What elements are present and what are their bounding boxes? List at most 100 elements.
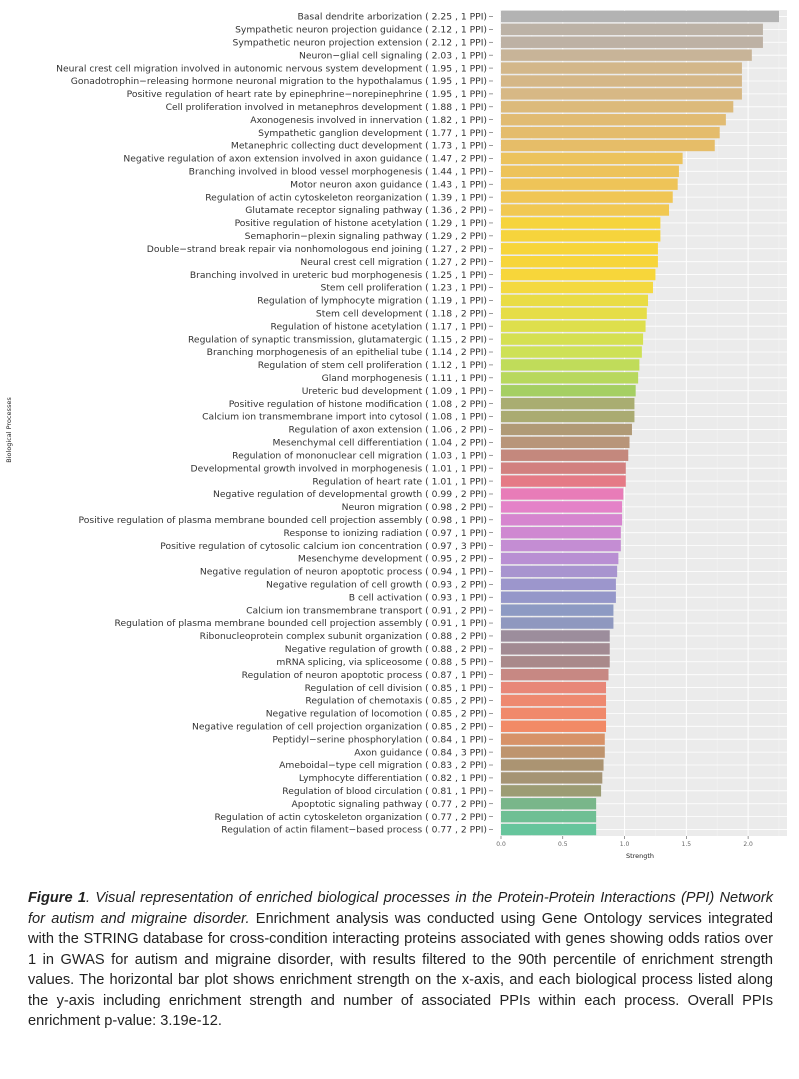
bar (501, 139, 715, 152)
y-axis-label: Biological Processes (5, 397, 13, 463)
category-label: Gland morphogenesis ( 1.11 , 1 PPI) (322, 373, 487, 384)
category-label: Calcium ion transmembrane transport ( 0.… (246, 605, 487, 616)
bar (501, 514, 623, 526)
bar (501, 552, 619, 565)
bar (501, 333, 644, 345)
category-label: Regulation of stem cell proliferation ( … (258, 360, 487, 371)
category-label: Negative regulation of cell growth ( 0.9… (266, 580, 487, 591)
category-label: Axon guidance ( 0.84 , 3 PPI) (354, 747, 487, 758)
bar (501, 578, 616, 591)
bar (501, 694, 607, 707)
category-label: Glutamate receptor signaling pathway ( 1… (245, 205, 487, 216)
category-label: Branching morphogenesis of an epithelial… (207, 347, 487, 358)
category-label: Regulation of mononuclear cell migration… (232, 450, 487, 461)
category-label: Regulation of cell division ( 0.85 , 1 P… (305, 683, 487, 694)
caption-label: Figure 1 (28, 890, 86, 906)
bar (501, 823, 597, 836)
bar (501, 668, 609, 681)
category-labels: Basal dendrite arborization ( 2.25 , 1 P… (56, 12, 493, 836)
category-label: Calcium ion transmembrane import into cy… (202, 412, 487, 423)
bar (501, 62, 742, 74)
bar (501, 243, 658, 255)
category-label: Basal dendrite arborization ( 2.25 , 1 P… (298, 12, 488, 23)
category-label: Negative regulation of axon extension in… (123, 154, 487, 165)
x-axis-label: Strength (626, 852, 654, 860)
category-label: Mesenchymal cell differentiation ( 1.04 … (272, 438, 487, 449)
category-label: Positive regulation of cytosolic calcium… (160, 541, 487, 552)
category-label: Semaphorin−plexin signaling pathway ( 1.… (245, 231, 487, 242)
bar (501, 126, 720, 139)
category-label: Regulation of actin cytoskeleton organiz… (214, 812, 487, 823)
bar (501, 178, 678, 190)
category-label: Branching involved in ureteric bud morph… (190, 270, 487, 281)
category-label: Positive regulation of histone modificat… (229, 399, 487, 410)
bar (501, 681, 607, 694)
bar (501, 359, 640, 371)
bar (501, 410, 635, 423)
category-label: Regulation of plasma membrane bounded ce… (114, 618, 487, 629)
bar (501, 397, 635, 410)
figure-caption: Figure 1. Visual representation of enric… (28, 888, 773, 1032)
x-tick-label: 0.0 (496, 841, 506, 848)
caption-title: . Visual representation of enriched biol… (28, 890, 773, 927)
category-label: Developmental growth involved in morphog… (191, 463, 487, 474)
category-label: Regulation of histone acetylation ( 1.17… (271, 321, 487, 332)
bar (501, 746, 605, 758)
bar (501, 204, 670, 216)
category-label: Axonogenesis involved in innervation ( 1… (250, 115, 487, 126)
bar (501, 372, 639, 384)
enrichment-bar-chart: Basal dendrite arborization ( 2.25 , 1 P… (5, 10, 787, 860)
category-label: Sympathetic ganglion development ( 1.77 … (258, 128, 487, 139)
bar (501, 423, 632, 436)
category-label: Neural crest cell migration ( 1.27 , 2 P… (300, 257, 487, 268)
category-label: Negative regulation of developmental gro… (213, 489, 487, 500)
category-label: Regulation of axon extension ( 1.06 , 2 … (289, 425, 487, 436)
category-label: B cell activation ( 0.93 , 1 PPI) (349, 592, 487, 603)
bar (501, 643, 610, 655)
category-label: Apoptotic signaling pathway ( 0.77 , 2 P… (292, 799, 487, 810)
bar (501, 88, 742, 100)
category-label: Sympathetic neuron projection guidance (… (235, 25, 487, 36)
bar (501, 462, 626, 474)
bar (501, 488, 624, 500)
x-tick-label: 1.5 (682, 841, 692, 848)
bar (501, 539, 621, 552)
bar (501, 733, 605, 745)
bar (501, 436, 630, 449)
category-label: Double−strand break repair via nonhomolo… (147, 244, 487, 255)
category-label: Regulation of blood circulation ( 0.81 ,… (282, 786, 487, 797)
category-label: Regulation of neuron apoptotic process (… (242, 670, 487, 681)
caption-body: Enrichment analysis was conducted using … (28, 910, 773, 1030)
bar (501, 385, 636, 397)
bar (501, 152, 683, 165)
bar (501, 346, 642, 358)
category-label: Negative regulation of locomotion ( 0.85… (266, 709, 487, 720)
category-label: Regulation of lymphocyte migration ( 1.1… (257, 296, 487, 307)
bar (501, 294, 649, 307)
bar (501, 230, 661, 242)
bar (501, 527, 621, 539)
category-label: Peptidyl−serine phosphorylation ( 0.84 ,… (272, 734, 487, 745)
bar (501, 449, 629, 461)
bar (501, 475, 626, 487)
bar (501, 191, 673, 203)
bars-group (501, 10, 779, 836)
bar (501, 720, 607, 732)
category-label: Negative regulation of growth ( 0.88 , 2… (285, 644, 487, 655)
category-label: Cell proliferation involved in metanephr… (166, 102, 487, 113)
bar (501, 268, 656, 281)
bar (501, 772, 603, 784)
category-label: Negative regulation of cell projection o… (192, 721, 487, 732)
x-tick-label: 1.0 (620, 841, 630, 848)
bar (501, 75, 742, 87)
bar (501, 320, 646, 332)
bar (501, 630, 610, 642)
bar (501, 49, 752, 61)
category-label: Gonadotrophin−releasing hormone neuronal… (71, 76, 487, 87)
category-label: Ribonucleoprotein complex subunit organi… (200, 631, 487, 642)
category-label: Lymphocyte differentiation ( 0.82 , 1 PP… (299, 773, 487, 784)
category-label: Positive regulation of plasma membrane b… (79, 515, 487, 526)
bar (501, 565, 618, 578)
bar (501, 101, 734, 113)
category-label: Sympathetic neuron projection extension … (233, 37, 488, 48)
